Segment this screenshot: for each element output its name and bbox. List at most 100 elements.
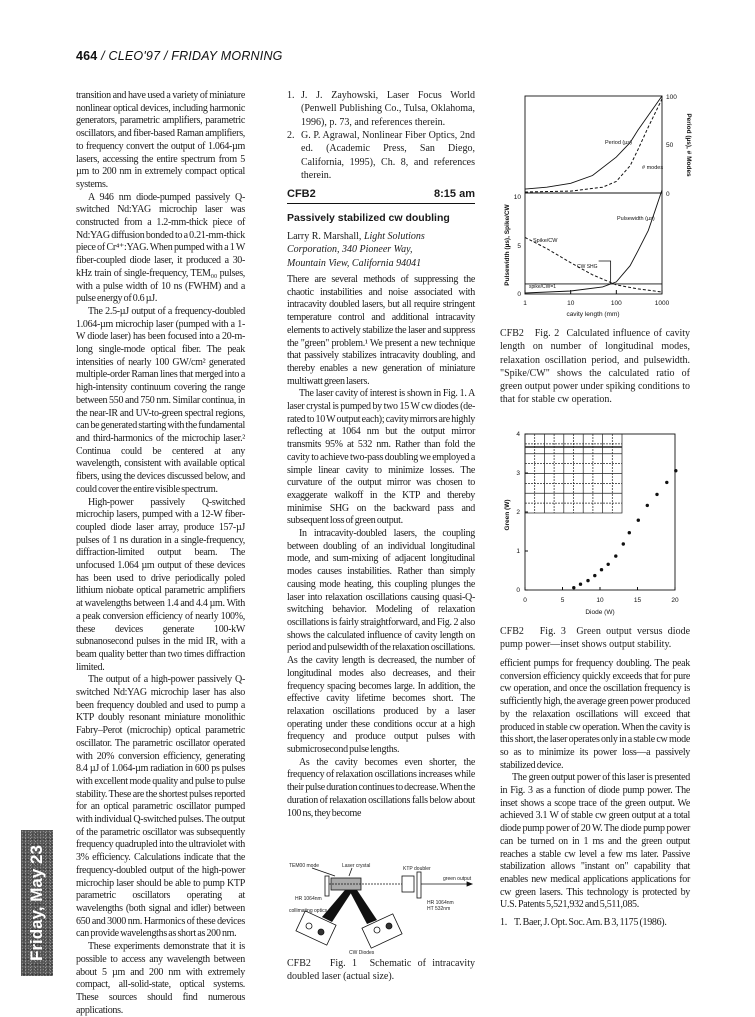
data-point bbox=[655, 492, 659, 497]
paragraph: The 2.5-µJ output of a frequency-doubled… bbox=[76, 305, 245, 495]
x-tick-label: 1000 bbox=[655, 300, 670, 307]
paragraph: In intracavity-doubled lasers, the coupl… bbox=[287, 528, 475, 756]
reference-text: J. J. Zayhowski, Laser Focus World (Penw… bbox=[301, 90, 475, 128]
data-point bbox=[665, 480, 669, 485]
data-point bbox=[593, 573, 597, 578]
right-tick-label: 50 bbox=[666, 142, 674, 149]
author-name: Larry R. Marshall, bbox=[287, 231, 362, 242]
label-tem-mode: TEM00 mode bbox=[289, 863, 319, 869]
caption-label: CFB2 Fig. 2 bbox=[500, 328, 560, 339]
paragraph: High-power passively Q-switched microchi… bbox=[76, 496, 245, 673]
date-tab-label: Friday, May 23 bbox=[27, 845, 46, 961]
data-point bbox=[645, 503, 649, 508]
fig2-caption: CFB2 Fig. 2 Calculated influence of cavi… bbox=[500, 327, 690, 407]
label-cw-diodes: CW Diodes bbox=[349, 950, 375, 956]
right-axis-label: Period (µs), # Modes bbox=[685, 113, 692, 177]
x-axis-label: cavity length (mm) bbox=[566, 311, 619, 318]
reference-text: G. P. Agrawal, Nonlinear Fiber Optics, 2… bbox=[301, 130, 475, 182]
reference-item: 2. G. P. Agrawal, Nonlinear Fiber Optics,… bbox=[287, 129, 475, 182]
paper-title: Passively stabilized cw doubling bbox=[287, 212, 450, 224]
left-axis-label: Pulsewidth (µs), Spike/CW bbox=[504, 203, 511, 285]
right-tick-label: 100 bbox=[666, 94, 677, 101]
output-mirror bbox=[416, 871, 422, 899]
diode-right bbox=[361, 913, 403, 949]
pump-beam-left bbox=[322, 890, 353, 922]
inset-scope-trace bbox=[524, 433, 623, 514]
left-tick-label: 0 bbox=[517, 291, 521, 298]
fig1-schematic: TEM00 mode Laser crystal KTP doubler gre… bbox=[289, 863, 474, 956]
paragraph: The green output power of this laser is … bbox=[500, 772, 690, 911]
caption-text: Schematic of intracavity doubled laser (… bbox=[287, 958, 475, 983]
paragraph: The laser cavity of interest is shown in… bbox=[287, 388, 475, 527]
x-tick-label: 0 bbox=[523, 597, 527, 604]
previous-references: 1. J. J. Zayhowski, Laser Focus World (Pe… bbox=[287, 89, 475, 182]
y-tick-label: 3 bbox=[516, 470, 520, 477]
paragraph: There are several methods of suppressing… bbox=[287, 274, 475, 387]
affiliation: Corporation, 340 Pioneer Way, bbox=[287, 244, 413, 256]
reference-number: 1. bbox=[287, 90, 295, 101]
data-point bbox=[674, 469, 678, 473]
series-label-pulsewidth: Pulsewidth (µs) bbox=[617, 216, 655, 222]
y-tick-label: 0 bbox=[516, 587, 520, 594]
fig3-caption: CFB2 Fig. 3 Green output versus diode pu… bbox=[500, 625, 690, 652]
left-tick-label: 5 bbox=[517, 243, 521, 250]
data-point bbox=[627, 531, 631, 535]
paragraph: As the cavity becomes even shorter, the … bbox=[287, 756, 475, 819]
reference-number: 1. bbox=[500, 917, 507, 929]
caption-text: Green output versus diode pump power—ins… bbox=[500, 626, 691, 651]
y-axis-label: Green (W) bbox=[504, 499, 511, 530]
y-tick-label: 1 bbox=[516, 548, 520, 555]
running-head-text: / CLEO'97 / FRIDAY MORNING bbox=[97, 49, 283, 63]
fig3-chart: 0 5 10 15 20 Diode (W) 0 1 2 3 4 Green (… bbox=[504, 431, 679, 616]
session-time: 8:15 am bbox=[434, 188, 475, 200]
fig1-caption: CFB2 Fig. 1 Schematic of intracavity dou… bbox=[287, 957, 475, 984]
data-point bbox=[606, 562, 610, 566]
series-line-spike-cw bbox=[524, 236, 663, 293]
plot-frame bbox=[524, 433, 676, 591]
session-header: CFB2 8:15 am bbox=[287, 188, 475, 204]
label-ktp: KTP doubler bbox=[403, 866, 431, 872]
x-tick-label: 10 bbox=[567, 300, 575, 307]
diode-left bbox=[295, 910, 337, 946]
paragraph: The output of a high-power passively Q-s… bbox=[76, 674, 245, 940]
series-line-pulsewidth-s- bbox=[524, 189, 663, 294]
page-number: 464 bbox=[76, 49, 98, 63]
label-hr-1064-out: HR 1064nm bbox=[427, 900, 454, 906]
paragraph: transition and have used a variety of mi… bbox=[76, 90, 245, 190]
annotation-cw-shg: CW SHG bbox=[577, 264, 598, 270]
author-block: Larry R. Marshall, Light Solutions Corpo… bbox=[287, 230, 475, 270]
right-column: efficient pumps for frequency doubling. … bbox=[500, 658, 690, 930]
reference-item: 1. J. J. Zayhowski, Laser Focus World (Pe… bbox=[287, 89, 475, 129]
left-tick-label: 10 bbox=[514, 194, 522, 201]
data-point bbox=[599, 568, 604, 572]
series-line--modes bbox=[524, 98, 663, 193]
paragraph: A 946 nm diode-pumped passively Q-switch… bbox=[76, 191, 245, 305]
x-tick-label: 15 bbox=[634, 597, 642, 604]
paragraph: efficient pumps for frequency doubling. … bbox=[500, 658, 690, 771]
x-tick-label: 10 bbox=[596, 597, 604, 604]
affiliation: Light Solutions bbox=[363, 231, 425, 242]
series-line-period-s- bbox=[524, 95, 663, 190]
reference-number: 2. bbox=[287, 130, 295, 142]
reference-text: T. Baer, J. Opt. Soc. Am. B 3, 1175 (198… bbox=[514, 917, 667, 929]
data-point bbox=[586, 578, 590, 583]
x-tick-label: 1 bbox=[523, 300, 527, 307]
cw-shg-marker bbox=[598, 260, 612, 284]
label-ht-532: HT 532nm bbox=[427, 906, 450, 912]
hr-mirror-left bbox=[324, 875, 330, 897]
plot-frame bbox=[524, 95, 663, 295]
x-tick-label: 20 bbox=[671, 597, 679, 604]
caption-label: CFB2 Fig. 1 bbox=[287, 958, 357, 969]
y-tick-label: 4 bbox=[516, 431, 520, 438]
paragraph: These experiments demonstrate that it is… bbox=[76, 941, 245, 1016]
x-axis-label: Diode (W) bbox=[585, 609, 614, 616]
running-head: 464 / CLEO'97 / FRIDAY MORNING bbox=[76, 49, 283, 63]
data-point bbox=[621, 542, 625, 546]
affiliation: Mountain View, California 94041 bbox=[287, 257, 422, 269]
label-hr-1064: HR 1064nm bbox=[295, 896, 322, 902]
series-label-spike-cw: Spike/CW bbox=[533, 238, 558, 244]
pump-beam-right bbox=[349, 890, 377, 924]
series-label-period: Period (µs) bbox=[605, 140, 632, 146]
session-code: CFB2 bbox=[287, 188, 316, 200]
data-point bbox=[572, 586, 576, 590]
